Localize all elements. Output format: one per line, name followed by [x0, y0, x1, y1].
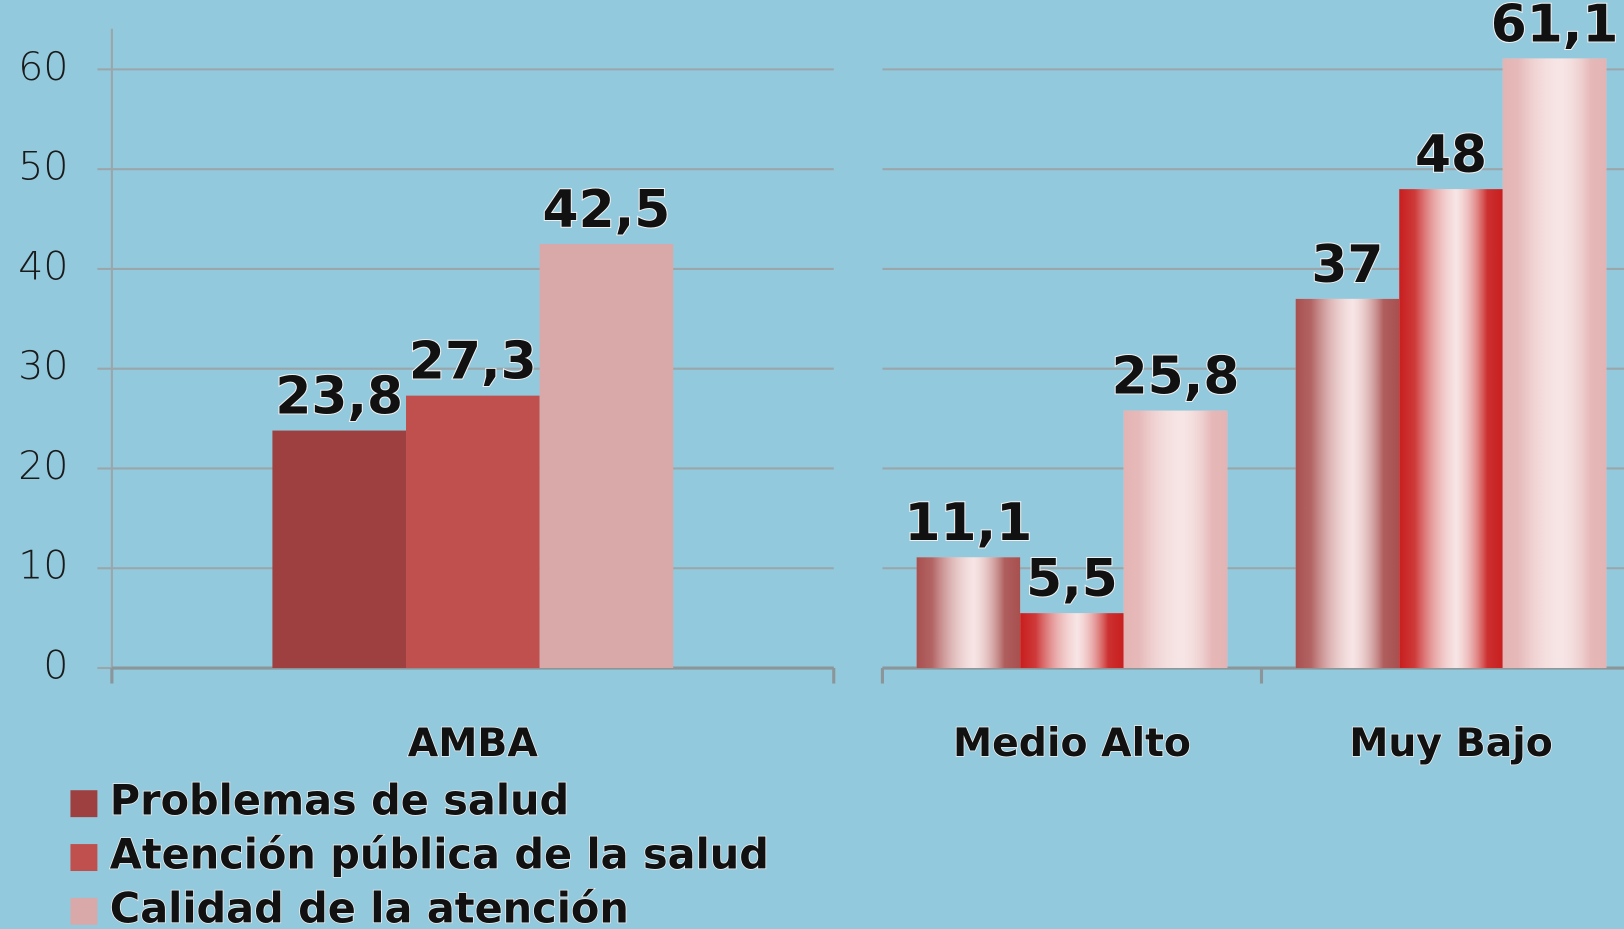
data-label: 27,3: [409, 332, 537, 392]
bar-shade: [1502, 58, 1607, 669]
legend-label: Atención pública de la salud: [110, 831, 769, 879]
bar-shade: [1399, 189, 1503, 669]
data-label: 5,5: [1026, 549, 1118, 609]
data-label: 25,8: [1112, 347, 1240, 407]
bar: [539, 243, 674, 669]
y-tick-label: 10: [18, 543, 68, 589]
data-label: 61,1: [1491, 0, 1619, 54]
x-tick-label: Medio Alto: [953, 720, 1191, 766]
data-label: 48: [1415, 125, 1487, 185]
data-label: 37: [1311, 235, 1383, 295]
bar: [272, 430, 407, 669]
y-tick-label: 30: [18, 343, 68, 389]
bar-shade: [1123, 410, 1228, 669]
y-tick-label: 60: [18, 44, 68, 90]
legend-swatch: [70, 844, 98, 872]
legend-label: Problemas de salud: [110, 777, 569, 825]
x-tick-label: Muy Bajo: [1349, 720, 1553, 766]
data-label: 42,5: [543, 180, 671, 240]
y-tick-label: 0: [43, 643, 68, 689]
bar-shade: [916, 557, 1021, 669]
bar: [406, 395, 540, 669]
y-tick-label: 50: [18, 144, 68, 190]
legend-swatch: [70, 790, 98, 818]
y-tick-label: 20: [18, 443, 68, 489]
bar-shade: [1295, 298, 1400, 669]
legend-label: Calidad de la atención: [110, 884, 629, 929]
data-label: 23,8: [275, 366, 403, 426]
x-tick-label: AMBA: [408, 720, 539, 766]
legend-swatch: [70, 897, 98, 925]
data-label: 11,1: [905, 493, 1033, 553]
y-tick-label: 40: [18, 243, 68, 289]
bar-shade: [1020, 613, 1124, 669]
